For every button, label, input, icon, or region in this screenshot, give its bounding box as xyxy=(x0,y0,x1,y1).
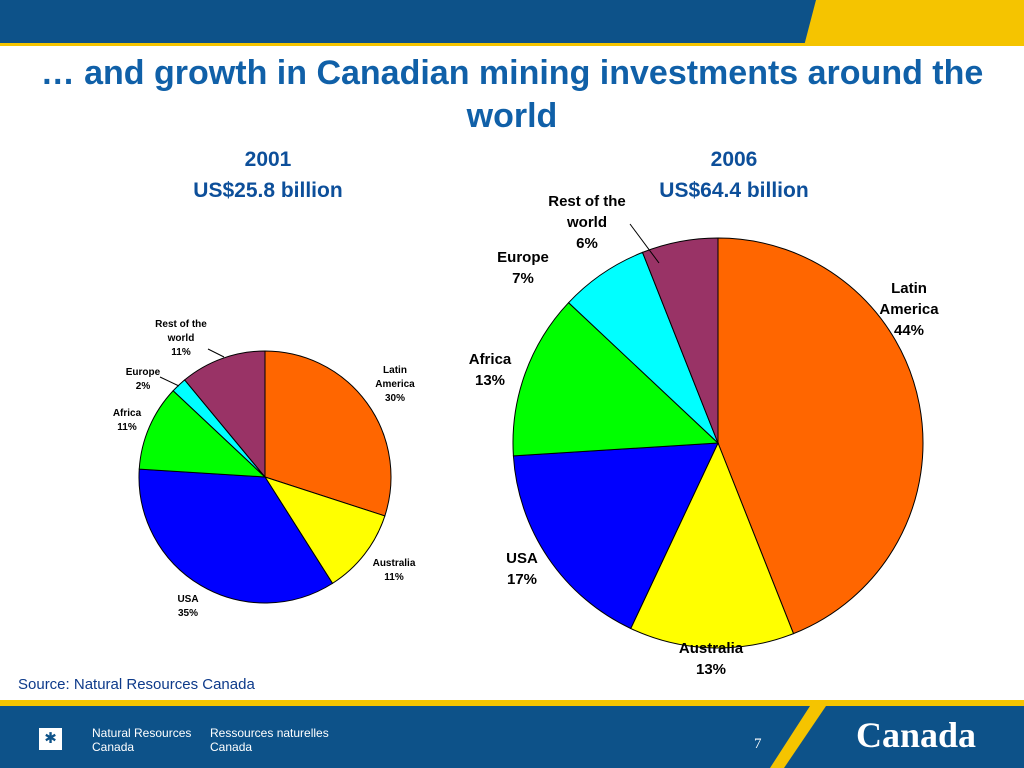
dept-name-french: Ressources naturelles Canada xyxy=(210,726,329,754)
leader-line xyxy=(159,376,180,387)
slice-label: USA 17% xyxy=(506,550,538,588)
slice-label: Australia 11% xyxy=(373,558,416,583)
footer-gold-slash xyxy=(770,706,826,768)
pie-2006: Latin America 44% Australia 13% USA 17% Africa 1… xyxy=(469,193,940,678)
pie-slice-usa xyxy=(138,468,334,604)
pie-2001-title: 2001 xyxy=(244,148,292,171)
pie-slice-latin-america xyxy=(717,237,924,635)
pie-slice-rest-of-the-world xyxy=(183,350,266,479)
slice-label: USA 35% xyxy=(177,594,198,619)
footer-gold-line xyxy=(0,700,1024,706)
pie-2001-heading: 2001 US$25.8 billion xyxy=(138,144,398,206)
pie-slice-africa xyxy=(512,301,720,457)
slice-label: Latin America 44% xyxy=(879,280,939,339)
slice-label: Africa 11% xyxy=(113,408,142,433)
slice-label: Europe 2% xyxy=(126,367,161,392)
dept-name-english: Natural Resources Canada xyxy=(92,726,192,754)
footer-band: ✱ Natural Resources Canada Ressources na… xyxy=(0,700,1024,768)
slice-label: Australia 13% xyxy=(679,640,744,678)
pie-slice-latin-america xyxy=(264,350,392,517)
header-gold-line xyxy=(0,43,1024,46)
canada-wordmark: Canada xyxy=(856,715,977,755)
slice-label: Africa 13% xyxy=(469,351,512,389)
pie-2001: Latin America 30% Australia 11% USA 35% Africa 1… xyxy=(113,319,416,619)
header-band xyxy=(0,0,1024,46)
canadian-flag-icon: ✱ xyxy=(28,728,73,750)
pie-2001-subtitle: US$25.8 billion xyxy=(193,179,343,202)
leader-line xyxy=(629,223,660,264)
pie-2006-title: 2006 xyxy=(710,148,758,171)
slice-label: Europe 7% xyxy=(497,249,549,287)
pie-2006-subtitle: US$64.4 billion xyxy=(659,179,809,202)
leader-line xyxy=(207,348,225,358)
page-number: 7 xyxy=(754,736,762,752)
slice-label: Rest of the world 11% xyxy=(155,319,207,358)
pie-2006-heading: 2006 US$64.4 billion xyxy=(604,144,864,206)
pie-slice-australia xyxy=(263,476,386,585)
pie-charts: Latin America 30% Australia 11% USA 35% Africa 1… xyxy=(113,193,940,678)
slide-title: … and growth in Canadian mining investme… xyxy=(40,54,984,135)
pie-slice-australia xyxy=(630,441,795,649)
slice-label: Rest of the world 6% xyxy=(548,193,626,252)
pie-slice-usa xyxy=(512,442,719,630)
header-gold-accent xyxy=(804,0,1024,46)
source-note: Source: Natural Resources Canada xyxy=(18,676,255,693)
slice-label: Latin America 30% xyxy=(375,365,415,404)
pie-slice-africa xyxy=(138,390,267,478)
pie-slice-rest-of-the-world xyxy=(641,237,719,444)
